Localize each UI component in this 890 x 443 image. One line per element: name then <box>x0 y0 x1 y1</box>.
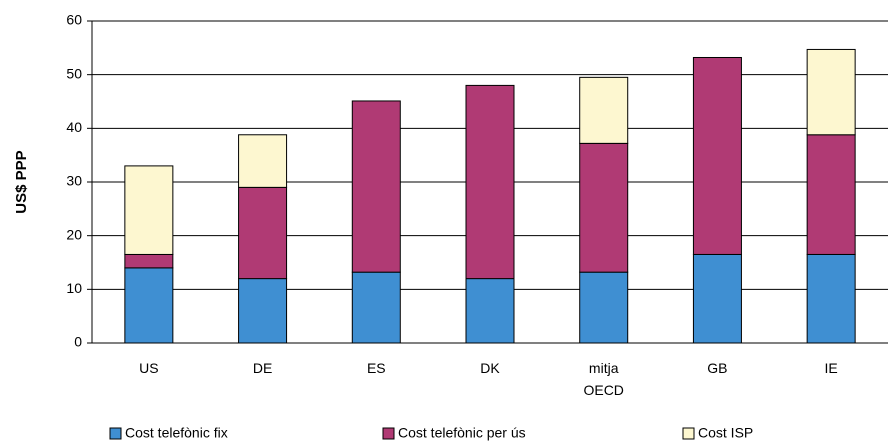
bar-segment <box>124 267 174 344</box>
y-tick-label: 0 <box>74 334 82 350</box>
y-tick-label: 40 <box>66 119 82 135</box>
y-tick-label: 50 <box>66 65 82 81</box>
bar-segment <box>351 271 401 344</box>
y-tick-label: 20 <box>66 226 82 242</box>
bar-segment <box>465 278 515 344</box>
x-tick-label: GB <box>707 360 728 376</box>
bar-segment <box>124 253 174 269</box>
x-tick-label: IE <box>824 360 838 376</box>
y-tick-label: 60 <box>66 12 82 28</box>
y-tick-label: 10 <box>66 280 82 296</box>
bar-segment <box>806 134 856 255</box>
x-tick-label: US <box>139 360 159 376</box>
bar-segment <box>579 142 629 273</box>
x-tick-label: DK <box>480 360 500 376</box>
legend-label: Cost telefònic per ús <box>398 425 526 441</box>
y-axis-label: US$ PPP <box>13 150 30 213</box>
y-tick-label: 30 <box>66 173 82 189</box>
legend-label: Cost ISP <box>698 425 753 441</box>
x-tick-label: ES <box>366 360 386 376</box>
bar-segment <box>465 84 515 280</box>
bar-segment <box>238 134 288 188</box>
bar-segment <box>238 186 288 280</box>
bar-segment <box>579 76 629 144</box>
x-tick-label: DE <box>252 360 273 376</box>
bar-segment <box>124 165 174 255</box>
bar-segment <box>351 100 401 273</box>
bar-segment <box>579 271 629 344</box>
legend-swatch <box>382 427 395 440</box>
bar-segment <box>806 48 856 136</box>
bar-segment <box>692 253 742 344</box>
legend-swatch <box>109 427 122 440</box>
bar-segment <box>692 56 742 255</box>
legend-label: Cost telefònic fix <box>125 425 228 441</box>
legend-swatch <box>682 427 695 440</box>
bar-segment <box>806 253 856 344</box>
bar-segment <box>238 278 288 344</box>
x-tick-label: mitja OECD <box>583 360 624 398</box>
